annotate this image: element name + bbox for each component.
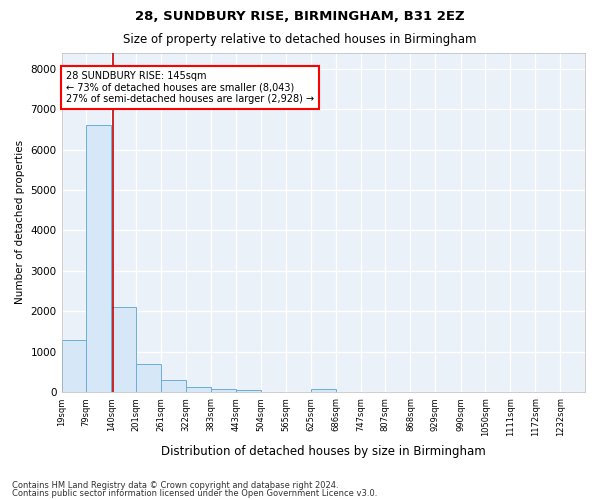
Bar (236, 390, 261, 392)
Bar (136, 364, 161, 392)
X-axis label: Distribution of detached houses by size in Birmingham: Distribution of detached houses by size … (161, 444, 485, 458)
Y-axis label: Number of detached properties: Number of detached properties (15, 140, 25, 304)
Bar (111, 308, 136, 392)
Bar (161, 380, 186, 392)
Bar (186, 387, 211, 392)
Text: Contains HM Land Registry data © Crown copyright and database right 2024.: Contains HM Land Registry data © Crown c… (12, 480, 338, 490)
Bar (62, 340, 86, 392)
Text: Size of property relative to detached houses in Birmingham: Size of property relative to detached ho… (123, 32, 477, 46)
Bar (86, 126, 111, 392)
Text: 28 SUNDBURY RISE: 145sqm
← 73% of detached houses are smaller (8,043)
27% of sem: 28 SUNDBURY RISE: 145sqm ← 73% of detach… (66, 70, 314, 104)
Text: 28, SUNDBURY RISE, BIRMINGHAM, B31 2EZ: 28, SUNDBURY RISE, BIRMINGHAM, B31 2EZ (135, 10, 465, 23)
Text: Contains public sector information licensed under the Open Government Licence v3: Contains public sector information licen… (12, 489, 377, 498)
Bar (211, 389, 236, 392)
Bar (311, 389, 335, 392)
